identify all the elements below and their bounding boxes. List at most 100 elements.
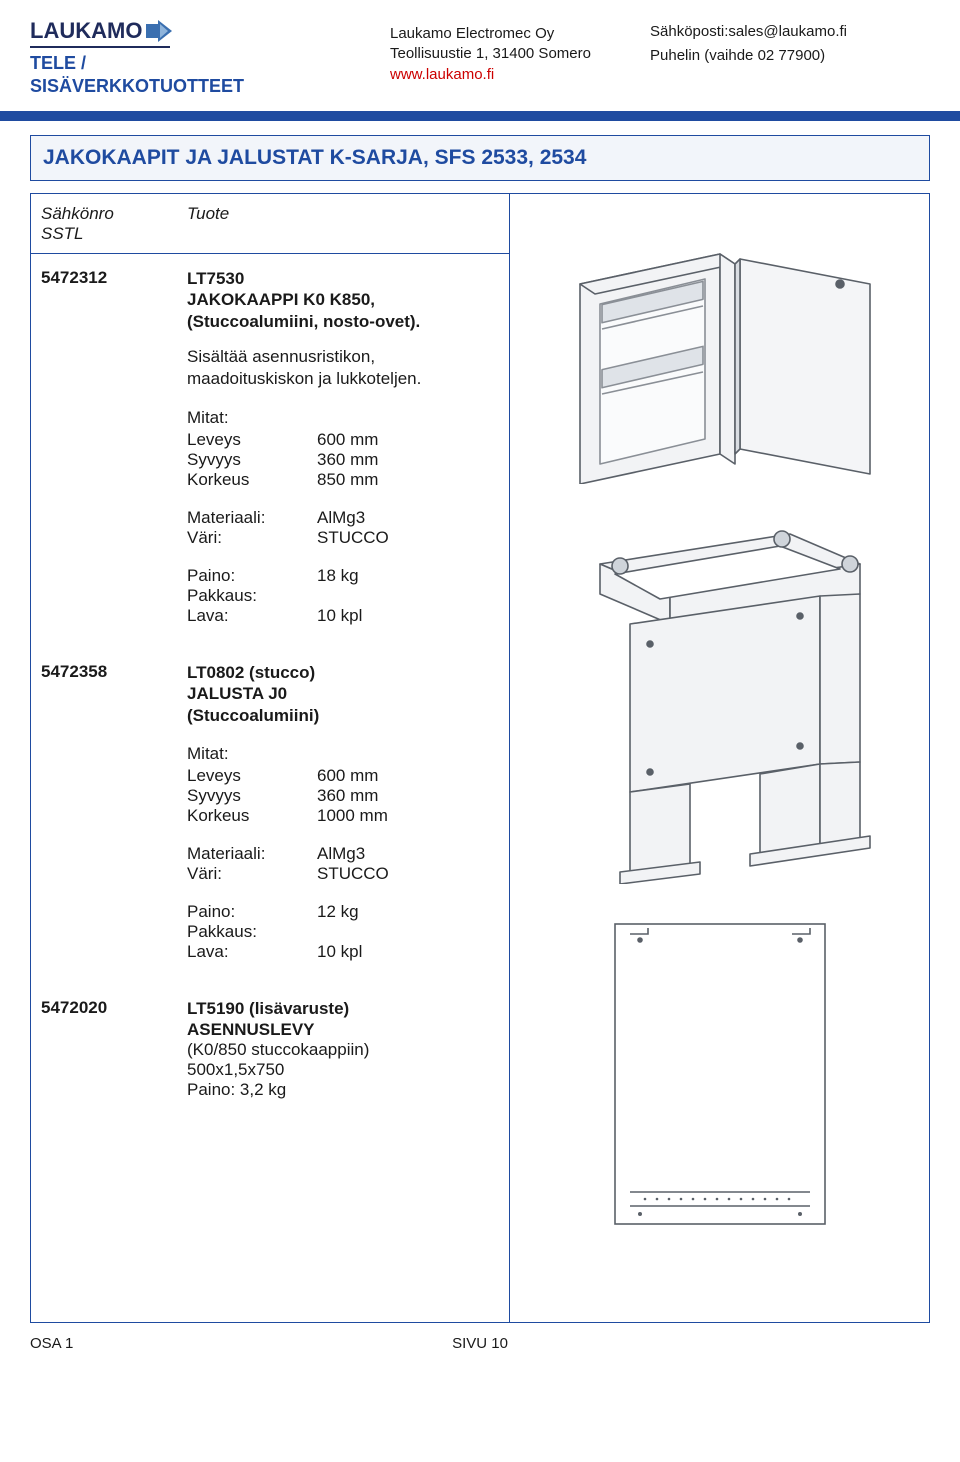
mat-k: Materiaali: [187,844,317,864]
weight-block: Paino:12 kg Pakkaus: Lava:10 kpl [187,902,499,962]
th-sku: Sähkönro SSTL [31,204,151,243]
vari-k: Väri: [187,864,317,884]
product-name: LT7530 JAKOKAAPPI K0 K850, (Stuccoalumii… [187,268,499,332]
th-sku-line2: SSTL [41,224,151,244]
syvyys-v: 360 mm [317,450,499,470]
dimensions-block: Mitat: Leveys600 mm Syvyys360 mm Korkeus… [187,408,499,490]
product-name-l3: (Stuccoalumiini) [187,705,499,726]
mat-v: AlMg3 [317,508,499,528]
pakkaus-k: Pakkaus: [187,922,317,942]
product-row: 5472312 LT7530 JAKOKAAPPI K0 K850, (Stuc… [31,254,509,648]
paino-k: Paino: [187,566,317,586]
leveys-k: Leveys [187,766,317,786]
company-name: Laukamo Electromec Oy [390,24,650,44]
lava-v: 10 kpl [317,606,499,626]
korkeus-v: 1000 mm [317,806,499,826]
phone-line: Puhelin (vaihde 02 77900) [650,44,930,68]
category-line2: SISÄVERKKOTUOTTEET [30,75,390,98]
vari-v: STUCCO [317,528,499,548]
product-extra-l1: 500x1,5x750 [187,1060,499,1080]
logo-underline [30,46,170,48]
leveys-v: 600 mm [317,430,499,450]
content-grid: Sähkönro SSTL Tuote 5472312 LT7530 JAKOK… [30,193,930,1323]
footer-mid: SIVU 10 [452,1335,508,1352]
product-name-l2: JAKOKAAPPI K0 K850, [187,289,499,310]
product-name-l1: LT5190 (lisävaruste) [187,998,499,1019]
mitat-label: Mitat: [187,744,499,764]
table-header: Sähkönro SSTL Tuote [31,194,509,254]
email-value: sales@laukamo.fi [728,23,847,40]
pakkaus-v [317,586,499,606]
logo: LAUKAMO [30,18,390,44]
product-name-l3: (K0/850 stuccokaappiin) [187,1040,499,1060]
header-right: Sähköposti:sales@laukamo.fi Puhelin (vai… [650,18,930,68]
dimensions-block: Mitat: Leveys600 mm Syvyys360 mm Korkeus… [187,744,499,826]
mat-v: AlMg3 [317,844,499,864]
korkeus-k: Korkeus [187,806,317,826]
footer-page-num: 10 [491,1335,508,1352]
mat-k: Materiaali: [187,508,317,528]
korkeus-v: 850 mm [317,470,499,490]
paino-v: 18 kg [317,566,499,586]
category-label: TELE / SISÄVERKKOTUOTTEET [30,52,390,97]
material-block: Materiaali:AlMg3 Väri:STUCCO [187,508,499,548]
product-name: LT0802 (stucco) JALUSTA J0 (Stuccoalumii… [187,662,499,726]
product-name-l2: ASENNUSLEVY [187,1019,499,1040]
page-footer: OSA 1 SIVU 10 [30,1323,930,1360]
logo-mark-icon [146,18,176,44]
th-product: Tuote [151,204,509,243]
paino-k: Paino: [187,902,317,922]
category-line1: TELE / [30,52,390,75]
product-desc: Sisältää asennusristikon, maadoituskisko… [187,346,499,390]
vari-k: Väri: [187,528,317,548]
section-title: JAKOKAAPIT JA JALUSTAT K-SARJA, SFS 2533… [43,146,917,170]
product-body: LT5190 (lisävaruste) ASENNUSLEVY (K0/850… [151,998,509,1101]
header-mid: Laukamo Electromec Oy Teollisuustie 1, 3… [390,18,650,85]
page-header: LAUKAMO TELE / SISÄVERKKOTUOTTEET Laukam… [30,0,930,97]
blue-band [0,111,960,121]
leveys-k: Leveys [187,430,317,450]
lava-k: Lava: [187,606,317,626]
syvyys-k: Syvyys [187,450,317,470]
product-sku: 5472312 [31,268,151,626]
product-name-l1: LT0802 (stucco) [187,662,499,683]
th-sku-line1: Sähkönro [41,204,151,224]
korkeus-k: Korkeus [187,470,317,490]
footer-mid-label: SIVU [452,1335,487,1352]
product-extra-l2: Paino: 3,2 kg [187,1080,499,1100]
product-name: LT5190 (lisävaruste) ASENNUSLEVY [187,998,499,1041]
syvyys-k: Syvyys [187,786,317,806]
product-sku: 5472020 [31,998,151,1101]
weight-block: Paino:18 kg Pakkaus: Lava:10 kpl [187,566,499,626]
vari-v: STUCCO [317,864,499,884]
email-label: Sähköposti: [650,23,728,40]
mounting-plate-illustration-icon [605,914,835,1234]
pedestal-illustration-icon [560,514,880,884]
mitat-label: Mitat: [187,408,499,428]
cabinet-illustration-icon [540,224,900,484]
pakkaus-k: Pakkaus: [187,586,317,606]
product-desc-l2: maadoituskiskon ja lukkoteljen. [187,368,499,390]
leveys-v: 600 mm [317,766,499,786]
product-body: LT7530 JAKOKAAPPI K0 K850, (Stuccoalumii… [151,268,509,626]
lava-k: Lava: [187,942,317,962]
product-row: 5472358 LT0802 (stucco) JALUSTA J0 (Stuc… [31,648,509,984]
syvyys-v: 360 mm [317,786,499,806]
product-name-l2: JALUSTA J0 [187,683,499,704]
product-name-l1: LT7530 [187,268,499,289]
images-column [510,193,930,1323]
product-desc-l1: Sisältää asennusristikon, [187,346,499,368]
logo-text: LAUKAMO [30,18,142,44]
spec-column: Sähkönro SSTL Tuote 5472312 LT7530 JAKOK… [30,193,510,1323]
product-name-l3: (Stuccoalumiini, nosto-ovet). [187,311,499,332]
company-url: www.laukamo.fi [390,65,650,85]
product-row: 5472020 LT5190 (lisävaruste) ASENNUSLEVY… [31,984,509,1161]
product-body: LT0802 (stucco) JALUSTA J0 (Stuccoalumii… [151,662,509,962]
footer-left: OSA 1 [30,1335,73,1352]
email-line: Sähköposti:sales@laukamo.fi [650,20,930,44]
product-sku: 5472358 [31,662,151,962]
pakkaus-v [317,922,499,942]
lava-v: 10 kpl [317,942,499,962]
paino-v: 12 kg [317,902,499,922]
header-left: LAUKAMO TELE / SISÄVERKKOTUOTTEET [30,18,390,97]
